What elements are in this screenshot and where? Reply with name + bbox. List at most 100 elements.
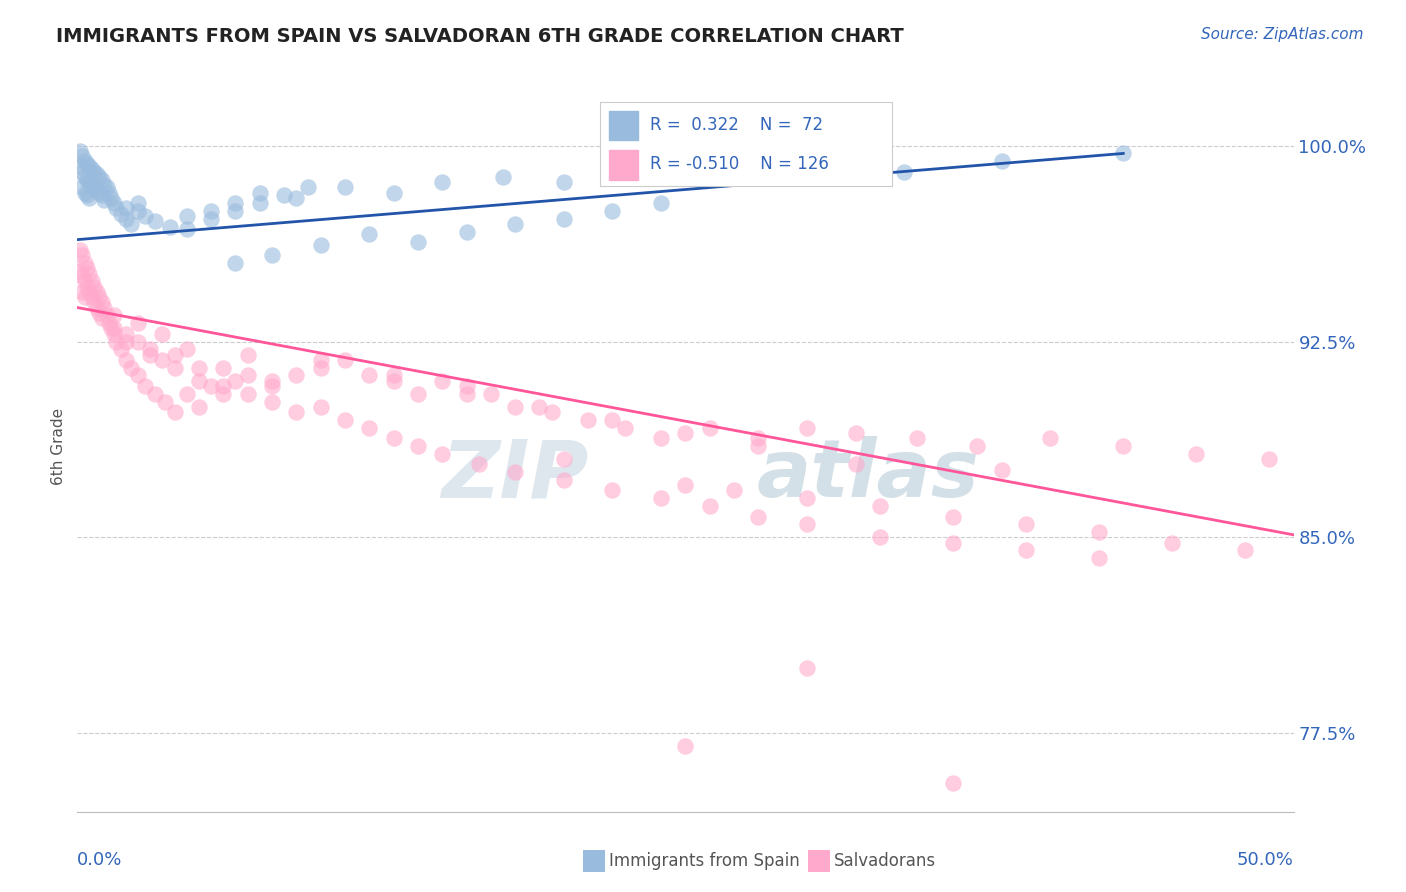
Point: [650, 491, 672, 506]
Point: [273, 188, 295, 202]
Point: [120, 217, 142, 231]
Point: [456, 386, 478, 401]
Point: [83, 279, 105, 293]
Point: [576, 413, 599, 427]
Point: [747, 509, 769, 524]
Point: [212, 360, 235, 375]
Point: [382, 368, 405, 383]
Point: [83, 164, 105, 178]
Point: [333, 413, 356, 427]
Point: [359, 227, 381, 242]
Point: [90, 172, 112, 186]
Point: [1258, 452, 1281, 467]
Point: [134, 379, 156, 393]
Point: [143, 214, 166, 228]
Point: [1088, 551, 1111, 566]
Point: [105, 201, 128, 215]
Point: [70, 248, 93, 262]
Point: [1112, 146, 1135, 161]
Point: [845, 458, 868, 472]
Point: [553, 175, 575, 189]
Point: [103, 326, 125, 341]
Point: [540, 405, 562, 419]
Point: [236, 347, 259, 361]
Point: [127, 203, 149, 218]
Point: [467, 458, 489, 472]
Point: [159, 219, 181, 234]
Text: 50.0%: 50.0%: [1237, 851, 1294, 869]
Point: [79, 175, 101, 189]
Point: [200, 211, 222, 226]
Point: [796, 491, 818, 506]
Point: [492, 169, 515, 184]
Point: [1015, 543, 1038, 558]
Point: [97, 186, 120, 200]
Point: [966, 439, 988, 453]
Point: [127, 196, 149, 211]
Point: [200, 379, 222, 393]
Point: [796, 160, 818, 174]
Point: [626, 164, 648, 178]
Point: [103, 321, 125, 335]
Point: [89, 306, 111, 320]
Point: [249, 186, 271, 200]
Point: [76, 261, 98, 276]
Point: [127, 368, 149, 383]
Point: [80, 162, 103, 177]
Point: [260, 379, 283, 393]
Point: [115, 352, 138, 367]
Text: ZIP: ZIP: [440, 436, 588, 515]
Point: [70, 149, 93, 163]
Point: [89, 290, 111, 304]
Point: [90, 295, 112, 310]
Point: [613, 420, 636, 434]
Point: [80, 274, 103, 288]
Point: [90, 188, 112, 202]
Point: [285, 405, 308, 419]
Point: [905, 431, 928, 445]
Point: [176, 343, 198, 357]
Point: [100, 321, 122, 335]
Point: [79, 285, 101, 299]
Point: [70, 180, 93, 194]
Point: [103, 309, 125, 323]
Text: 0.0%: 0.0%: [77, 851, 122, 869]
Point: [893, 164, 915, 178]
Point: [406, 235, 429, 250]
Point: [942, 535, 965, 549]
Point: [456, 225, 478, 239]
Point: [456, 379, 478, 393]
Point: [105, 334, 128, 349]
Point: [93, 178, 115, 192]
Point: [110, 206, 132, 220]
Point: [869, 530, 891, 544]
Point: [382, 374, 405, 388]
Point: [260, 374, 283, 388]
Point: [70, 285, 93, 299]
Point: [747, 439, 769, 453]
Point: [1185, 447, 1208, 461]
Point: [73, 256, 96, 270]
Point: [188, 360, 211, 375]
Point: [93, 301, 115, 315]
Point: [553, 211, 575, 226]
Point: [86, 285, 108, 299]
Point: [260, 394, 283, 409]
Point: [224, 374, 246, 388]
Point: [260, 248, 283, 262]
Text: atlas: atlas: [756, 436, 979, 515]
Point: [89, 169, 111, 184]
Point: [120, 360, 142, 375]
Point: [69, 264, 91, 278]
Point: [127, 334, 149, 349]
Point: [115, 211, 138, 226]
Point: [100, 191, 122, 205]
Point: [93, 194, 115, 208]
Y-axis label: 6th Grade: 6th Grade: [51, 408, 66, 484]
Point: [382, 186, 405, 200]
Point: [80, 290, 103, 304]
Point: [430, 447, 453, 461]
Point: [163, 405, 186, 419]
Point: [127, 316, 149, 330]
Text: Salvadorans: Salvadorans: [834, 852, 936, 870]
